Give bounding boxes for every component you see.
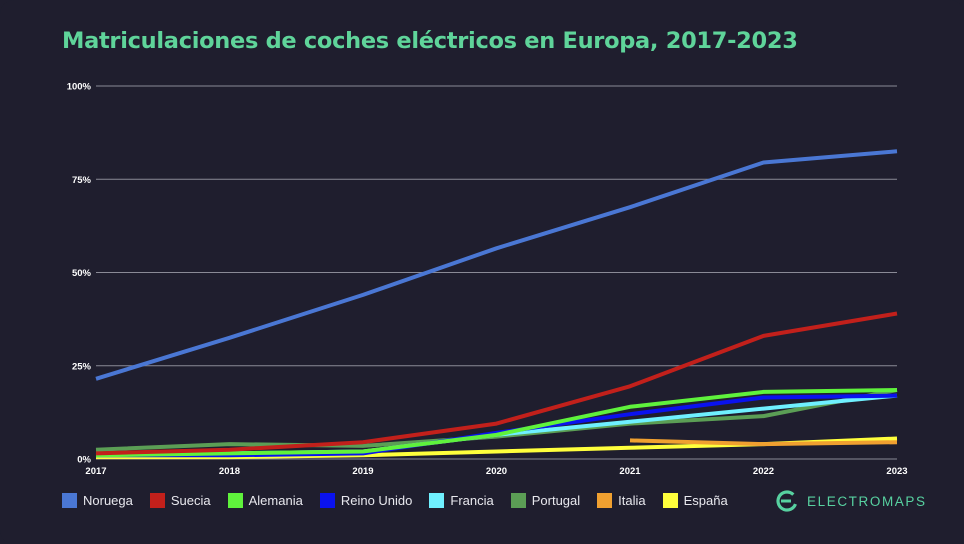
chart-legend: Noruega Suecia Alemania Reino Unido Francia P… [62, 493, 745, 508]
legend-item-noruega: Noruega [62, 493, 133, 508]
series-line-alemania [95, 388, 898, 458]
legend-label: Reino Unido [340, 493, 413, 508]
x-tick-label: 2018 [219, 466, 240, 477]
legend-item-alemania: Alemania [227, 493, 303, 508]
legend-swatch [319, 493, 335, 508]
y-tick-label: 75% [72, 175, 92, 186]
x-tick-label: 2019 [352, 466, 373, 477]
series-line-noruega [95, 149, 898, 381]
legend-swatch [429, 493, 445, 508]
legend-item-espana: España [662, 493, 728, 508]
y-tick-label: 50% [72, 268, 92, 279]
x-tick-label: 2022 [753, 466, 774, 477]
legend-label: Suecia [170, 493, 211, 508]
legend-label: España [683, 493, 728, 508]
brand-name: ELECTROMAPS [807, 493, 927, 509]
x-tick-label: 2023 [886, 466, 907, 477]
y-tick-label: 100% [67, 82, 92, 93]
legend-label: Francia [450, 493, 494, 508]
legend-swatch [149, 493, 165, 508]
y-tick-label: 0% [77, 455, 91, 466]
legend-label: Portugal [531, 493, 581, 508]
legend-swatch [510, 493, 526, 508]
legend-item-suecia: Suecia [149, 493, 211, 508]
legend-label: Alemania [248, 493, 303, 508]
legend-label: Noruega [83, 493, 133, 508]
series-line-italia [629, 438, 898, 447]
legend-swatch [227, 493, 243, 508]
x-tick-label: 2017 [85, 466, 106, 477]
legend-swatch [62, 493, 77, 508]
electromaps-logo-icon [776, 490, 798, 512]
legend-label: Italia [618, 493, 646, 508]
legend-swatch [662, 493, 678, 508]
brand-logo: ELECTROMAPS [776, 490, 927, 512]
legend-item-italia: Italia [597, 493, 646, 508]
legend-item-francia: Francia [429, 493, 494, 508]
legend-item-portugal: Portugal [510, 493, 581, 508]
series-line-suecia [95, 311, 898, 456]
legend-item-reino-unido: Reino Unido [319, 493, 413, 508]
y-tick-label: 25% [72, 361, 92, 372]
x-tick-label: 2020 [486, 466, 507, 477]
chart-title: Matriculaciones de coches eléctricos en … [62, 28, 798, 54]
x-tick-label: 2021 [619, 466, 641, 477]
legend-swatch [597, 493, 613, 508]
